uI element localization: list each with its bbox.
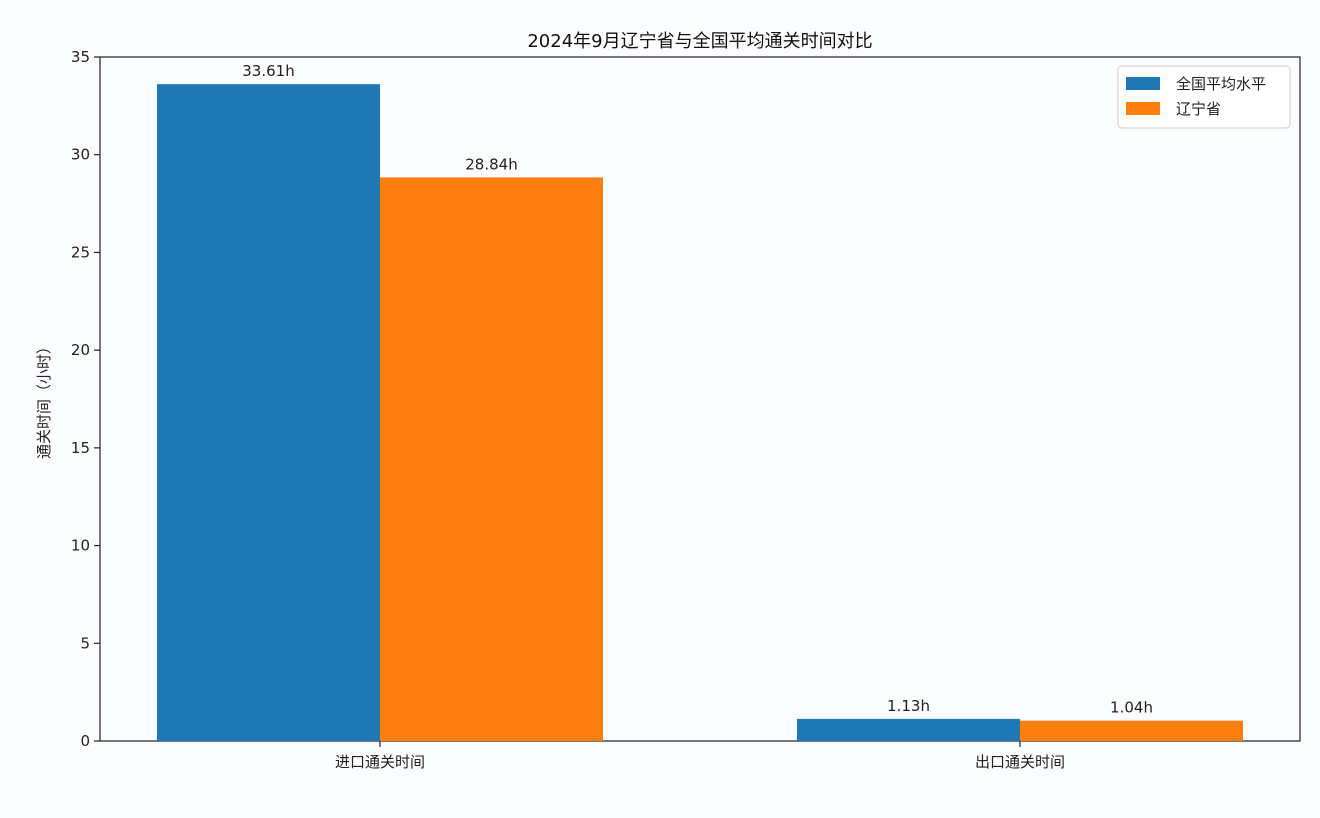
y-axis-label: 通关时间（小时） bbox=[35, 339, 53, 459]
y-tick-label: 30 bbox=[71, 146, 90, 164]
x-tick-label: 进口通关时间 bbox=[335, 753, 425, 771]
bar-national-export bbox=[797, 718, 1020, 741]
y-tick-label: 5 bbox=[80, 634, 90, 652]
plot-area bbox=[99, 56, 1301, 742]
y-tick-label: 35 bbox=[71, 48, 90, 66]
bar-liaoning-import bbox=[380, 177, 603, 741]
plot-frame bbox=[99, 56, 1301, 742]
chart-title: 2024年9月辽宁省与全国平均通关时间对比 bbox=[527, 31, 872, 52]
x-tick-label: 出口通关时间 bbox=[975, 753, 1065, 771]
legend-label: 全国平均水平 bbox=[1176, 75, 1266, 93]
legend-swatch bbox=[1126, 77, 1160, 90]
legend-swatch bbox=[1126, 102, 1160, 115]
y-axis: 0 5 10 15 20 25 30 35 bbox=[71, 48, 100, 750]
bar-national-import bbox=[157, 84, 380, 742]
x-axis: 进口通关时间 出口通关时间 bbox=[335, 741, 1065, 771]
y-tick-label: 10 bbox=[71, 537, 90, 555]
data-label: 1.04h bbox=[1110, 699, 1153, 717]
data-label: 28.84h bbox=[465, 155, 517, 173]
y-tick-label: 0 bbox=[80, 732, 90, 750]
bars bbox=[157, 84, 1243, 742]
y-tick-label: 20 bbox=[71, 341, 90, 359]
y-tick-label: 15 bbox=[71, 439, 90, 457]
bar-liaoning-export bbox=[1020, 720, 1243, 741]
data-label: 1.13h bbox=[887, 697, 930, 715]
legend-box bbox=[1117, 65, 1291, 129]
y-tick-label: 25 bbox=[71, 243, 90, 261]
legend-label: 辽宁省 bbox=[1176, 100, 1221, 118]
data-label: 33.61h bbox=[242, 62, 294, 80]
data-labels: 33.61h 28.84h 1.13h 1.04h bbox=[242, 62, 1153, 717]
